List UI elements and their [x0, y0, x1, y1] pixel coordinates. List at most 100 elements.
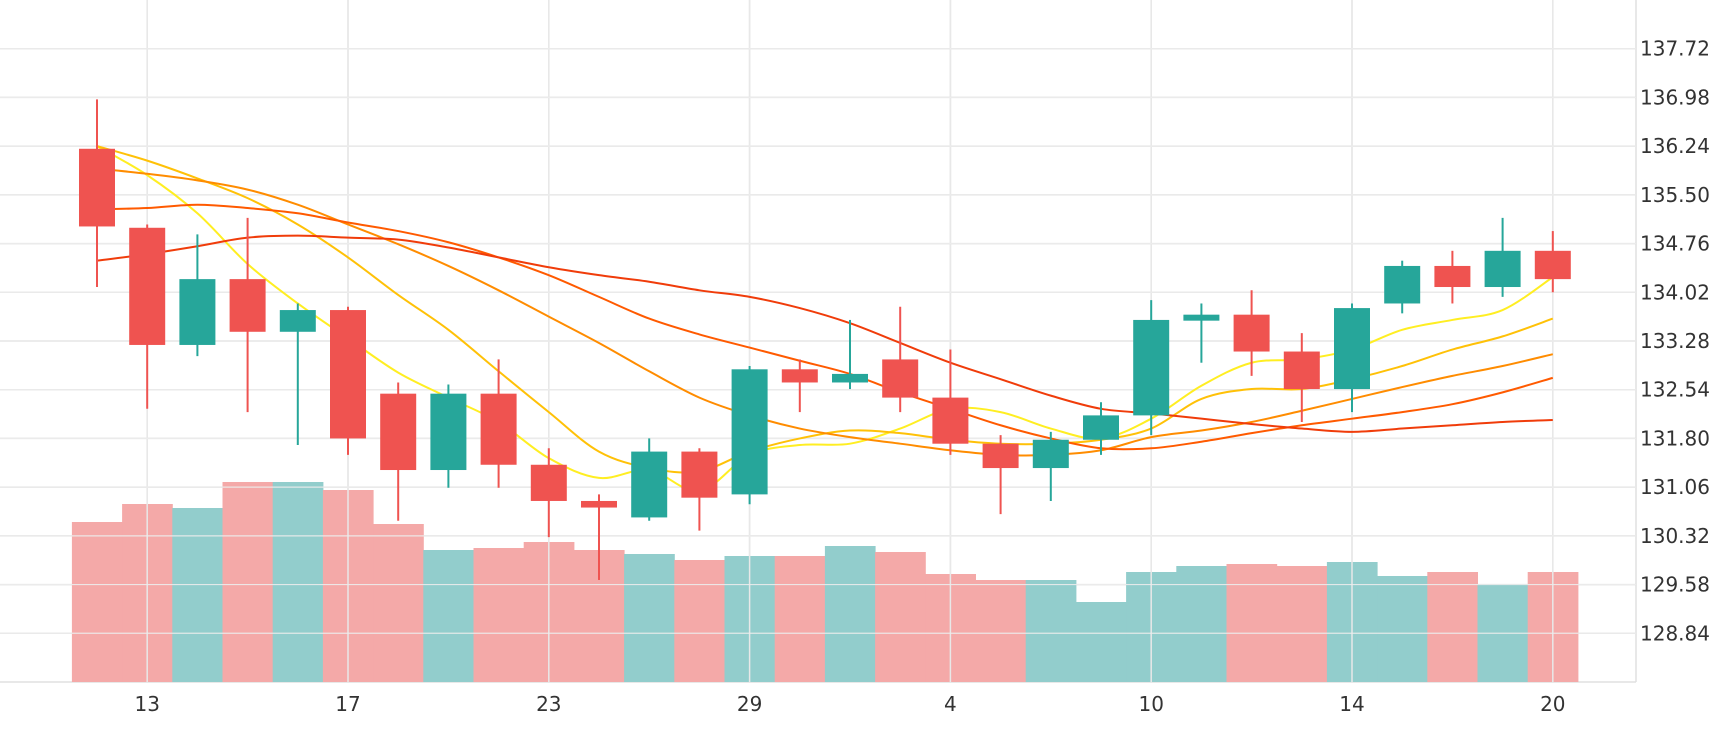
candle	[1334, 303, 1370, 413]
x-tick-label: 17	[335, 692, 360, 716]
candle-body	[832, 373, 868, 383]
candle-body	[380, 393, 417, 471]
volume-bar	[875, 552, 926, 682]
candle-body	[882, 359, 919, 398]
x-axis: 13 17 23 29 4 10 14 20	[134, 692, 1565, 716]
candle-body	[781, 369, 818, 383]
candle	[229, 217, 266, 413]
y-tick-label: 129.58	[1640, 573, 1710, 597]
candle	[731, 366, 768, 505]
candle	[581, 494, 617, 580]
candle-body	[129, 227, 166, 345]
volume-bar	[373, 524, 424, 682]
moving-average-line	[96, 167, 1554, 457]
volume-bar	[1075, 602, 1127, 682]
volume-bar	[272, 482, 324, 682]
y-tick-label: 131.06	[1640, 475, 1710, 499]
x-tick-label: 10	[1138, 692, 1163, 716]
volume-bar	[71, 522, 123, 682]
volume-bar	[624, 554, 675, 682]
y-tick-label: 137.72	[1640, 37, 1710, 61]
volume-bar	[172, 508, 223, 682]
volume-bar	[824, 546, 876, 682]
candle	[882, 306, 919, 413]
candle-body	[932, 397, 969, 444]
x-tick-label: 4	[944, 692, 957, 716]
candle	[1434, 250, 1471, 304]
candle	[430, 384, 467, 488]
candle-body	[581, 500, 617, 508]
volume-bar	[1176, 566, 1227, 682]
y-tick-label: 135.50	[1640, 183, 1710, 207]
candle-body	[1283, 351, 1320, 390]
volume-bar	[1226, 564, 1278, 682]
volume-bar	[975, 580, 1027, 682]
y-tick-label: 134.02	[1640, 280, 1710, 304]
candle-body	[480, 393, 517, 465]
candle	[1083, 402, 1119, 455]
candle	[982, 435, 1019, 515]
candle	[480, 359, 517, 488]
volume-bar	[774, 556, 826, 682]
candle	[530, 448, 567, 538]
volume-bar	[1377, 576, 1428, 682]
candle	[1233, 290, 1270, 376]
volume-bar	[222, 482, 274, 682]
volume-bar	[473, 548, 525, 682]
candle	[330, 306, 366, 455]
candle-body	[1434, 265, 1471, 288]
y-tick-label: 136.24	[1640, 134, 1710, 158]
candle-body	[1334, 308, 1370, 390]
volume-bars	[71, 482, 1579, 682]
candle-body	[430, 393, 467, 471]
candle	[781, 359, 818, 413]
moving-average-line	[96, 203, 1554, 451]
candle-body	[1534, 250, 1571, 280]
candle-body	[681, 451, 718, 498]
candle-body	[1183, 314, 1220, 321]
candle-body	[229, 279, 266, 332]
candle	[631, 438, 668, 521]
y-tick-label: 136.98	[1640, 85, 1710, 109]
candle-body	[79, 148, 115, 227]
candle	[129, 224, 166, 409]
y-tick-label: 134.76	[1640, 232, 1710, 256]
x-tick-label: 23	[536, 692, 561, 716]
candle-body	[982, 443, 1019, 469]
volume-bar	[1025, 580, 1077, 682]
volume-bar	[674, 560, 725, 682]
candle	[932, 349, 969, 455]
candle	[279, 303, 316, 446]
candle-body	[1233, 314, 1270, 352]
moving-average-line	[96, 234, 1553, 433]
y-tick-label: 131.80	[1640, 426, 1710, 450]
volume-bar	[1427, 572, 1478, 682]
candle-body	[530, 464, 567, 501]
candle-body	[279, 310, 316, 332]
candle-body	[1484, 250, 1521, 288]
candle	[179, 234, 216, 357]
candle-body	[1133, 319, 1170, 416]
candle	[1283, 333, 1320, 422]
candle	[1133, 300, 1170, 436]
y-tick-label: 133.28	[1640, 329, 1710, 353]
candle	[380, 382, 417, 521]
y-tick-label: 130.32	[1640, 524, 1710, 548]
x-tick-label: 13	[134, 692, 159, 716]
candle	[1384, 260, 1421, 314]
candle	[1534, 231, 1571, 293]
candle-body	[1032, 439, 1069, 469]
volume-bar	[1276, 566, 1328, 682]
candle	[1032, 431, 1069, 501]
candle-body	[179, 279, 216, 345]
candle	[1484, 217, 1521, 297]
candle	[79, 99, 115, 288]
candle	[1183, 303, 1220, 363]
candle-body	[1083, 415, 1119, 440]
candles	[79, 99, 1571, 580]
candle	[681, 448, 718, 531]
candle-body	[731, 369, 768, 495]
candle-body	[330, 310, 366, 439]
x-tick-label: 29	[737, 692, 762, 716]
